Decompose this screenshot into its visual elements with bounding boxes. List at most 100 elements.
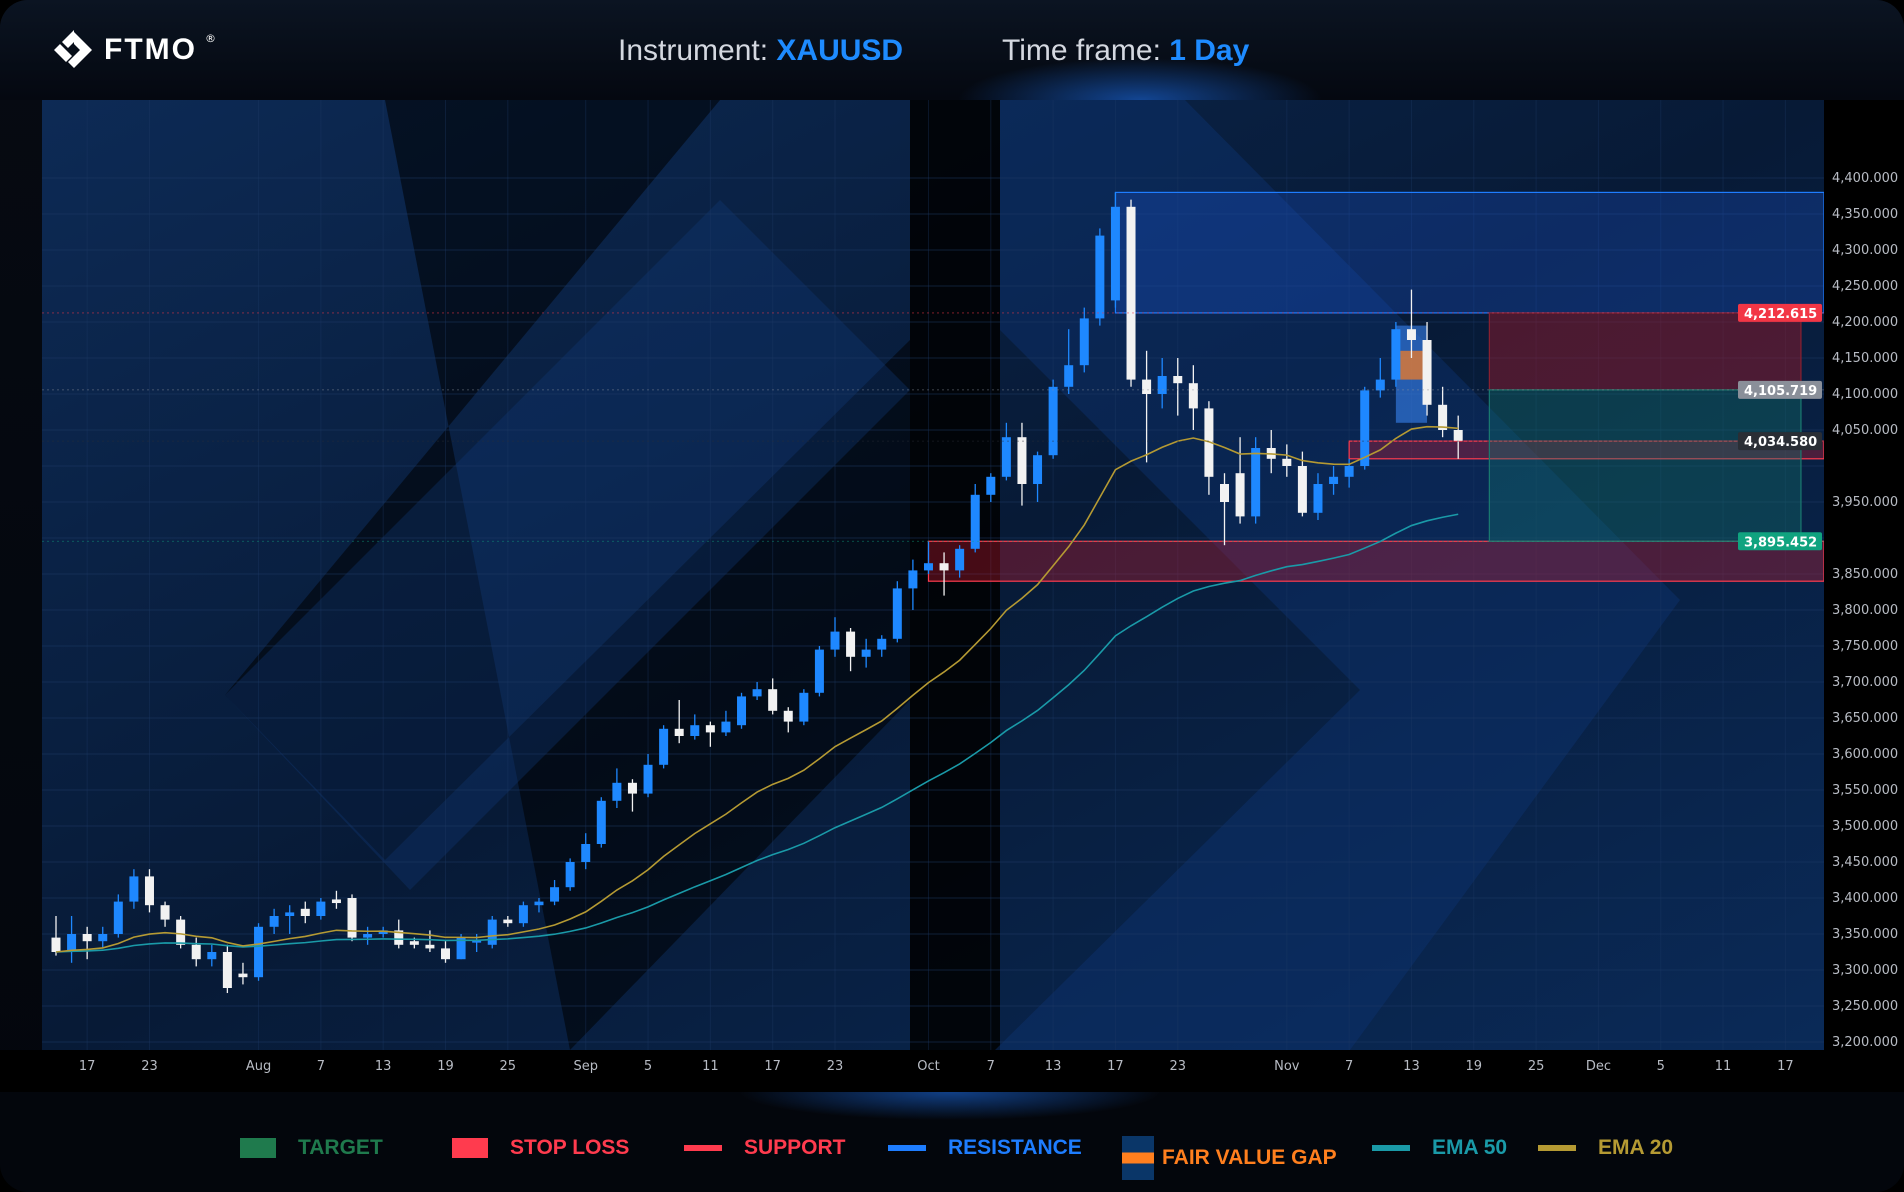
price-tick-label: 4,300.000 (1832, 243, 1898, 258)
candle (254, 923, 264, 981)
candle (285, 905, 295, 934)
legend-label: EMA 50 (1432, 1136, 1508, 1159)
time-tick-label: Sep (573, 1059, 598, 1074)
price-label-badge (1738, 303, 1822, 322)
candle-body (1033, 455, 1043, 484)
candle (82, 926, 92, 960)
candle (1095, 228, 1105, 326)
candle-body (222, 952, 232, 988)
candle (378, 926, 388, 938)
candle-body (1406, 329, 1416, 340)
time-tick-label: 17 (764, 1059, 781, 1074)
time-tick-label: 23 (827, 1059, 844, 1074)
candle-body (565, 862, 575, 888)
legend-item-ema-20: EMA 20 (1538, 1136, 1673, 1160)
candle (908, 559, 918, 610)
registered-icon: ® (204, 31, 216, 45)
candle (1126, 199, 1136, 387)
candle-body (1048, 386, 1058, 456)
candle-body (1344, 466, 1354, 477)
candle (1329, 466, 1339, 495)
candle (752, 682, 762, 700)
candle-body (1157, 376, 1167, 394)
candle-body (1235, 473, 1245, 517)
candle (394, 919, 404, 949)
candle (1251, 437, 1261, 524)
price-chart[interactable]: 4,400.000 4,350.000 4,300.000 4,250.000 4,20… (0, 100, 1904, 1092)
candle (1173, 358, 1183, 416)
candle (441, 941, 450, 963)
candle (51, 916, 61, 956)
candle (1064, 329, 1074, 394)
candle-body (1282, 458, 1292, 466)
candle-body (518, 905, 528, 924)
candle (596, 797, 606, 848)
time-tick-label: 13 (375, 1059, 392, 1074)
ftmo-logo-icon (54, 30, 92, 68)
time-tick-label: 17 (1777, 1059, 1794, 1074)
candle (690, 714, 700, 740)
candle-body (768, 689, 778, 711)
candle-body (347, 898, 357, 938)
candle (98, 926, 108, 949)
candle-body (1079, 318, 1089, 366)
resistance-zone (1114, 191, 1825, 314)
price-tick-label: 4,400.000 (1832, 171, 1898, 186)
time-tick-label: Dec (1586, 1059, 1611, 1074)
candle-body (1017, 437, 1027, 484)
legend-label: STOP LOSS (510, 1136, 630, 1159)
price-label-badge (1738, 380, 1822, 399)
candle-body (674, 728, 684, 736)
candle-body (1313, 484, 1323, 513)
price-tick-label: 3,850.000 (1832, 567, 1898, 582)
price-tick-label: 3,550.000 (1832, 783, 1898, 798)
candle-body (892, 588, 902, 639)
candle (1079, 307, 1089, 373)
candle (970, 484, 980, 553)
time-tick-label: 19 (437, 1059, 454, 1074)
candle (550, 880, 560, 906)
target-zone (1488, 389, 1802, 542)
time-tick-label: 7 (1345, 1059, 1353, 1074)
candle (331, 890, 341, 909)
candle-body (705, 725, 715, 733)
candle-body (82, 934, 92, 942)
candle-body (456, 937, 466, 960)
candle-body (1142, 379, 1152, 394)
timeframe-label: Time frame: (1002, 34, 1161, 67)
candle (1453, 415, 1463, 459)
legend: TARGET STOP LOSS SUPPORT RESISTANCE FAIR VAL… (0, 1092, 1904, 1192)
candle-body (1126, 206, 1136, 380)
price-tick-label: 3,800.000 (1832, 603, 1898, 618)
candle-body (923, 563, 933, 571)
legend-label: FAIR VALUE GAP (1162, 1146, 1337, 1169)
candle (456, 934, 466, 960)
candle-body (643, 764, 653, 794)
price-tick-label: 4,150.000 (1832, 351, 1898, 366)
candle-body (1188, 383, 1198, 409)
timeframe-value: 1 Day (1169, 34, 1250, 67)
candle-body (1110, 206, 1120, 301)
candle-body (783, 710, 793, 722)
price-tick-label: 3,650.000 (1832, 711, 1898, 726)
price-label-badge (1738, 532, 1822, 551)
legend-label: SUPPORT (744, 1136, 846, 1159)
candle-body (1095, 235, 1105, 319)
legend-item-ema-50: EMA 50 (1372, 1136, 1507, 1160)
price-tick-label: 4,250.000 (1832, 279, 1898, 294)
candle (737, 692, 747, 729)
legend-item-resistance: RESISTANCE (888, 1136, 1082, 1160)
candle-body (487, 919, 497, 945)
candle-body (596, 800, 606, 844)
candle-body (1220, 484, 1229, 502)
candle (1391, 322, 1401, 387)
candle (1001, 422, 1011, 481)
time-tick-label: Aug (246, 1059, 271, 1074)
candle (1142, 350, 1152, 463)
candle (783, 707, 793, 733)
price-tick-label: 3,250.000 (1832, 999, 1898, 1014)
line-swatch-icon (1372, 1145, 1410, 1151)
time-tick-label: Nov (1274, 1059, 1300, 1074)
time-tick-label: 5 (1657, 1059, 1665, 1074)
line-swatch-icon (684, 1145, 722, 1151)
